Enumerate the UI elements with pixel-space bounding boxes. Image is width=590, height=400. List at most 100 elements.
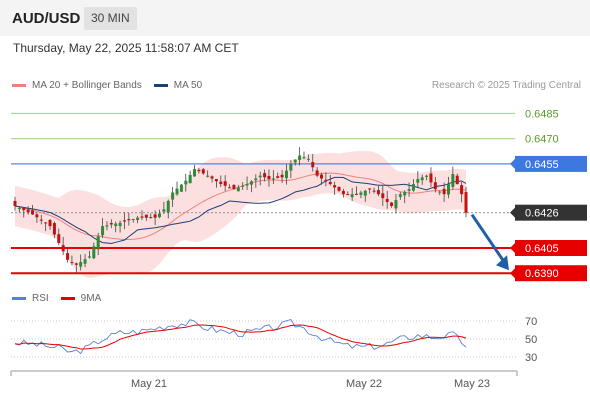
candle-body: [411, 184, 415, 191]
candle-body: [175, 188, 179, 195]
price-level-label-2: 0.6455: [525, 159, 559, 171]
candle-body: [306, 158, 310, 160]
candle-body: [105, 225, 109, 227]
legend-swatch-bollinger: [12, 84, 26, 87]
candle-body: [26, 209, 30, 213]
candle-body: [390, 202, 394, 206]
price-badge-5: [515, 265, 587, 282]
x-tick-label-0: May 21: [131, 378, 167, 390]
legend-label-bollinger: MA 20 + Bollinger Bands: [32, 80, 142, 91]
candle-body: [368, 188, 372, 190]
candle-body: [114, 223, 118, 227]
candle-body: [127, 219, 131, 221]
candle-body: [280, 174, 284, 178]
candle-body: [101, 226, 105, 236]
candle-body: [201, 169, 205, 174]
bollinger-band-area: [15, 151, 466, 278]
candle-body: [232, 184, 236, 190]
legend-swatch-rsi: [12, 297, 26, 300]
price-badge-2: [515, 155, 587, 172]
candles: [13, 147, 468, 273]
candle-body: [263, 173, 267, 178]
rsi-level-label-2: 30: [525, 352, 537, 364]
candle-body: [350, 194, 354, 198]
candle-body: [236, 187, 240, 192]
candle-body: [385, 198, 389, 203]
candle-body: [276, 176, 280, 178]
candle-body: [31, 210, 35, 215]
rsi-legend: RSI 9MA: [12, 293, 113, 304]
ma50-line: [14, 176, 467, 245]
legend-item-rsi: RSI: [12, 293, 49, 304]
candle-body: [433, 182, 437, 190]
price-level-label-1: 0.6470: [525, 134, 559, 146]
candle-body: [136, 217, 140, 220]
candle-body: [376, 190, 380, 195]
candle-body: [210, 176, 214, 179]
price-badge-4: [515, 240, 587, 256]
candle-body: [223, 181, 227, 186]
candle-body: [157, 213, 161, 218]
symbol-title: AUD/USD: [12, 10, 81, 27]
forecast-arrow-head: [496, 255, 509, 271]
x-tick-label-1: May 22: [346, 378, 382, 390]
candle-body: [122, 220, 126, 222]
candle-body: [219, 181, 223, 185]
candle-body: [451, 174, 455, 187]
chart-legend: MA 20 + Bollinger Bands MA 50: [12, 80, 214, 91]
candle-body: [442, 188, 446, 195]
candle-body: [381, 193, 385, 199]
candle-body: [44, 222, 48, 224]
candle-body: [289, 163, 293, 171]
copyright-label: Research © 2025 Trading Central: [431, 80, 581, 91]
candle-body: [92, 246, 96, 259]
legend-label-rsi: RSI: [32, 293, 49, 304]
candle-body: [341, 190, 345, 195]
price-level-label-3: 0.6426: [525, 208, 559, 220]
candle-body: [425, 175, 429, 177]
candle-body: [96, 236, 100, 250]
candle-body: [79, 262, 83, 267]
candle-body: [228, 187, 232, 189]
candle-body: [333, 185, 337, 188]
candle-body: [455, 175, 459, 185]
candle-body: [293, 159, 297, 163]
legend-label-9ma: 9MA: [80, 293, 102, 304]
candle-body: [61, 245, 65, 252]
candle-body: [52, 223, 56, 235]
candle-body: [17, 208, 21, 210]
candle-body: [184, 180, 188, 185]
legend-item-ma50: MA 50: [153, 80, 202, 91]
rsi-ma-line: [14, 324, 467, 350]
candle-body: [464, 192, 468, 213]
candle-body: [320, 174, 324, 179]
timeframe-badge[interactable]: 30 MIN: [84, 7, 137, 30]
candle-body: [179, 184, 183, 192]
price-level-label-4: 0.6405: [525, 243, 559, 255]
candle-body: [363, 190, 367, 196]
price-badge-arrow-2: [510, 158, 515, 169]
rsi-level-label-1: 50: [525, 334, 537, 346]
candle-body: [35, 214, 39, 218]
candle-body: [193, 168, 197, 177]
candle-body: [302, 157, 306, 159]
candle-body: [258, 175, 262, 178]
price-badge-arrow-3: [510, 207, 515, 218]
candle-body: [416, 179, 420, 183]
header-bar: AUD/USD 30 MIN: [0, 0, 590, 36]
candle-body: [420, 177, 424, 181]
candle-body: [214, 179, 218, 182]
candle-body: [153, 214, 157, 218]
candle-body: [74, 263, 78, 265]
candle-body: [398, 194, 402, 197]
candle-body: [359, 192, 363, 195]
candle-body: [70, 262, 74, 264]
datetime-label: Thursday, May 22, 2025 11:58:07 AM CET: [13, 41, 239, 55]
candle-body: [197, 169, 201, 172]
candle-body: [241, 185, 245, 187]
candle-body: [118, 222, 122, 227]
candle-body: [140, 216, 144, 218]
candle-body: [324, 179, 328, 182]
price-badge-3: [515, 204, 587, 221]
